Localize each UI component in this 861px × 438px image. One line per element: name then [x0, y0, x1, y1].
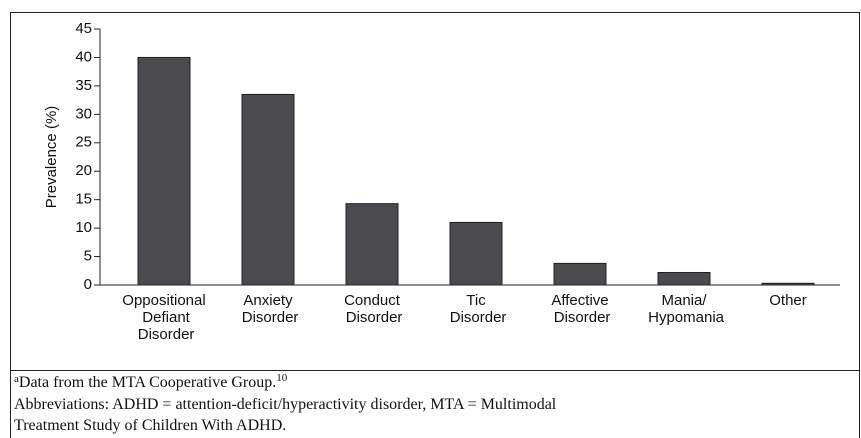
- y-tick-label: 40: [75, 48, 92, 65]
- label-line: Defiant: [138, 309, 191, 326]
- bar: [137, 56, 191, 286]
- y-tick-label: 0: [84, 276, 92, 293]
- label-line: Anxiety: [243, 292, 293, 309]
- label-line: Other: [769, 292, 807, 309]
- footnote-text: Data from the MTA Cooperative Group.: [19, 374, 276, 391]
- bar: [553, 262, 607, 286]
- bar: [345, 203, 399, 286]
- label-line: Oppositional: [122, 292, 205, 309]
- footnote-ref: 10: [276, 372, 288, 384]
- y-tick-label: 25: [75, 134, 92, 151]
- x-tick-label: Other: [769, 292, 807, 309]
- label-line: Disorder: [238, 309, 299, 326]
- y-tick-label: 5: [84, 248, 92, 265]
- label-line: Disorder: [446, 309, 507, 326]
- label-line: Mania/: [661, 292, 707, 309]
- footnote: aData from the MTA Cooperative Group.10: [14, 372, 288, 391]
- footnote-marker: a: [14, 373, 19, 385]
- x-tick-label: Anxiety Disorder: [238, 292, 299, 326]
- label-line: Disorder: [550, 309, 611, 326]
- bar: [761, 282, 815, 286]
- y-tick-label: 30: [75, 105, 92, 122]
- label-line: Disorder: [134, 326, 195, 343]
- x-tick-label: Tic Disorder: [446, 292, 507, 326]
- y-tick-label: 45: [75, 20, 92, 37]
- y-tick-label: 20: [75, 162, 92, 179]
- x-tick-label: Affective Disorder: [550, 292, 611, 326]
- label-line: Disorder: [342, 309, 403, 326]
- label-line: Affective: [551, 292, 608, 309]
- label-line: Tic: [466, 292, 486, 309]
- x-tick-label: Mania/ Hypomania: [644, 292, 725, 326]
- frame: [10, 12, 860, 438]
- y-tick-label: 15: [75, 191, 92, 208]
- bar: [241, 93, 295, 286]
- footnote: Treatment Study of Children With ADHD.: [14, 417, 286, 434]
- bar: [657, 271, 711, 286]
- label-line: Hypomania: [644, 309, 725, 326]
- bar: [449, 221, 503, 286]
- label-line: Conduct: [344, 292, 401, 309]
- footnote: Abbreviations: ADHD = attention-deficit/…: [14, 396, 557, 413]
- y-axis-label: Prevalence (%): [43, 106, 60, 209]
- y-tick-label: 35: [75, 77, 92, 94]
- x-tick-label: Oppositional Defiant Disorder: [122, 292, 205, 343]
- y-tick-label: 10: [75, 219, 92, 236]
- x-tick-label: Conduct Disorder: [342, 292, 403, 326]
